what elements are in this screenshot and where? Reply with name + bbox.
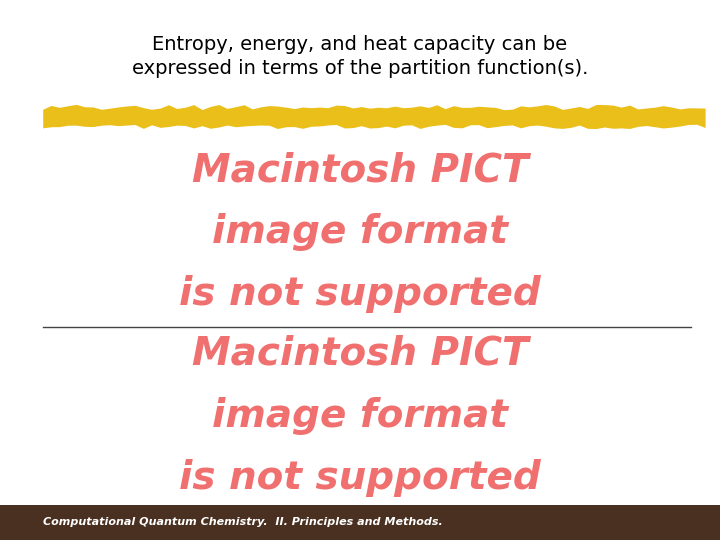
Polygon shape [43, 105, 706, 129]
Text: Macintosh PICT: Macintosh PICT [192, 151, 528, 189]
Text: is not supported: is not supported [179, 459, 541, 497]
Text: is not supported: is not supported [179, 275, 541, 313]
Text: image format: image format [212, 213, 508, 251]
Text: Macintosh PICT: Macintosh PICT [192, 335, 528, 373]
Text: Entropy, energy, and heat capacity can be
expressed in terms of the partition fu: Entropy, energy, and heat capacity can b… [132, 35, 588, 78]
FancyBboxPatch shape [0, 505, 720, 540]
Text: image format: image format [212, 397, 508, 435]
Text: Computational Quantum Chemistry.  II. Principles and Methods.: Computational Quantum Chemistry. II. Pri… [43, 517, 443, 528]
